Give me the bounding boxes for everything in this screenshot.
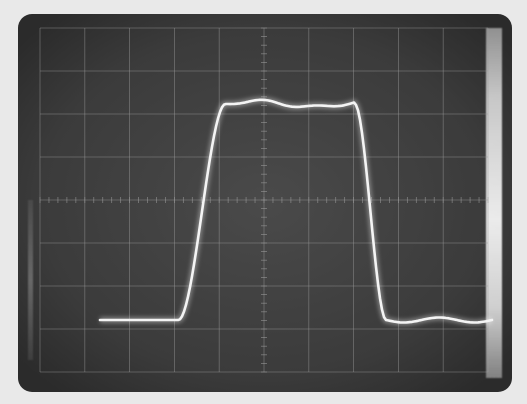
crt-screen: [18, 14, 512, 392]
left-edge-glow: [28, 200, 33, 360]
trace-line: [98, 98, 494, 324]
right-edge-glow: [486, 28, 502, 378]
waveform-trace: [98, 96, 494, 326]
graticule-grid: [39, 27, 489, 373]
